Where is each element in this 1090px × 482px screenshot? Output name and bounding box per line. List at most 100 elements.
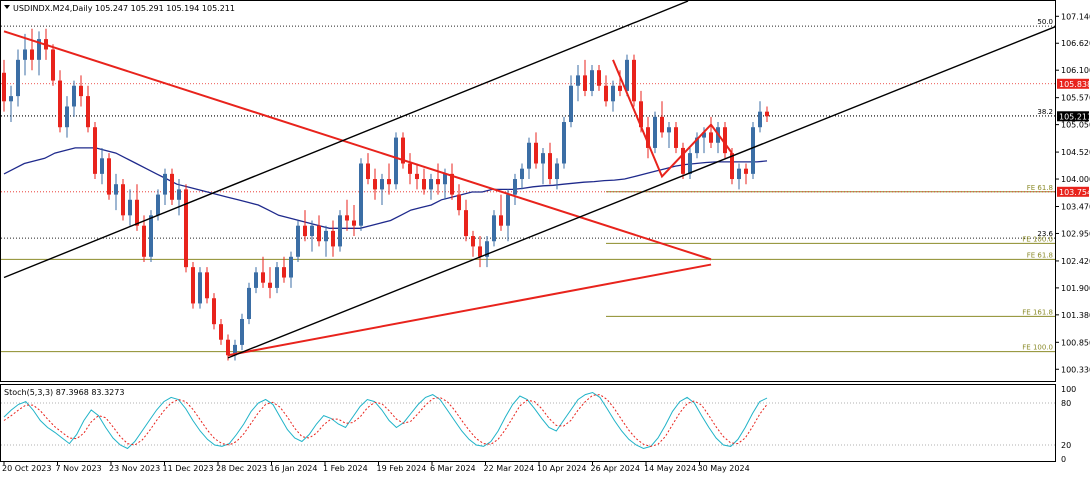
price-axis-tick-label: 101.380	[1061, 311, 1090, 320]
candle-body	[527, 142, 531, 169]
fib-level-label: FE 100.0	[1022, 235, 1053, 243]
candle-body	[9, 96, 13, 102]
candle-body	[107, 158, 111, 195]
candle-body	[450, 173, 454, 195]
candle-body	[233, 344, 237, 356]
candle-body	[681, 147, 685, 174]
candle-body	[380, 179, 384, 190]
price-axis-tick-label: 104.520	[1061, 148, 1090, 157]
price-tag-box	[1057, 186, 1089, 197]
candle-body	[765, 111, 769, 117]
time-axis-tick-label: 23 Nov 2023	[109, 464, 160, 473]
fib-level-label: FE 161.8	[1022, 308, 1053, 316]
candle-body	[611, 85, 615, 102]
candle-body	[618, 85, 622, 91]
fib-level-label: 23.6	[1037, 230, 1053, 238]
candle-body	[23, 49, 27, 60]
price-axis-tick-label: 103.470	[1061, 203, 1090, 212]
fib-level-label: 50.0	[1037, 18, 1053, 26]
candle-body	[674, 127, 678, 148]
candle-body	[723, 127, 727, 154]
candle-body	[569, 85, 573, 123]
fib-level-label: FE 100.0	[1022, 344, 1053, 352]
price-tag-label: 105.838	[1059, 80, 1090, 89]
red-support-trendline	[227, 263, 712, 357]
candle-body	[37, 39, 41, 60]
time-axis-tick-label: 1 Feb 2024	[323, 464, 368, 473]
candle-body	[478, 246, 482, 257]
candle-body	[744, 168, 748, 174]
zigzag-pattern-line	[612, 59, 733, 179]
candle-body	[275, 267, 279, 288]
candle-body	[625, 59, 629, 91]
time-axis-tick-label: 20 Oct 2023	[2, 464, 51, 473]
candle-body	[247, 287, 251, 319]
candle-body	[352, 220, 356, 226]
time-axis-tick-label: 30 May 2024	[698, 464, 750, 473]
candle-body	[597, 70, 601, 86]
candle-body	[443, 173, 447, 185]
candle-body	[79, 85, 83, 97]
candle-body	[142, 225, 146, 257]
candle-body	[2, 72, 6, 102]
candle-body	[72, 85, 76, 107]
candle-body	[401, 137, 405, 164]
time-axis-tick-label: 7 Nov 2023	[56, 464, 102, 473]
price-axis-tick-label: 106.100	[1061, 66, 1090, 75]
chart-menu-arrow-icon[interactable]	[4, 5, 10, 9]
candle-body	[128, 199, 132, 216]
indicator-header: Stoch(5,3,3) 87.3968 83.3273	[4, 388, 124, 397]
candle-body	[205, 272, 209, 299]
candle-body	[541, 153, 545, 164]
candle-body	[240, 318, 244, 345]
time-axis-tick-label: 6 Mar 2024	[430, 464, 476, 473]
candle-body	[58, 80, 62, 128]
candle-body	[359, 163, 363, 226]
stochastic-axis-tick-label: 100	[1061, 385, 1076, 394]
red-downtrend-trendline	[3, 30, 712, 261]
candle-body	[191, 267, 195, 304]
candle-body	[485, 241, 489, 257]
candle-body	[114, 184, 118, 195]
price-tag-label: 105.211	[1059, 112, 1090, 121]
candle-body	[688, 153, 692, 174]
candle-body	[695, 137, 699, 154]
stochastic-signal-line	[3, 394, 768, 447]
candle-body	[632, 59, 636, 102]
channel-lower-trendline	[227, 26, 1056, 359]
time-axis-tick-label: 22 Mar 2024	[484, 464, 535, 473]
time-axis-tick-label: 16 Jan 2024	[270, 464, 318, 473]
candle-body	[758, 111, 762, 128]
candle-body	[177, 189, 181, 200]
candle-body	[51, 49, 55, 81]
price-axis-tick-label: 102.950	[1061, 229, 1090, 238]
fib-level-label: FE 61.8	[1027, 184, 1053, 192]
candle-body	[555, 163, 559, 180]
price-tag-label: 103.754	[1059, 188, 1090, 197]
price-axis-tick-label: 104.000	[1061, 175, 1090, 184]
candle-body	[282, 267, 286, 278]
candle-body	[436, 179, 440, 185]
stochastic-axis-tick-label: 20	[1061, 441, 1071, 450]
candle-body	[163, 173, 167, 195]
price-tag-box	[1057, 111, 1089, 122]
candle-body	[30, 49, 34, 60]
candle-body	[387, 179, 391, 185]
candle-body	[408, 163, 412, 174]
candle-body	[660, 116, 664, 133]
candle-body	[331, 230, 335, 247]
candle-body	[506, 194, 510, 226]
candle-body	[65, 106, 69, 128]
candle-body	[86, 96, 90, 128]
candle-body	[212, 298, 216, 325]
price-axis-tick-label: 105.050	[1061, 121, 1090, 130]
price-tag-box	[1057, 78, 1089, 89]
time-axis-tick-label: 11 Dec 2023	[163, 464, 214, 473]
candle-body	[289, 256, 293, 278]
candle-body	[499, 215, 503, 226]
candle-body	[156, 194, 160, 216]
fib-level-label: 38.2	[1037, 108, 1053, 116]
candle-body	[646, 127, 650, 148]
